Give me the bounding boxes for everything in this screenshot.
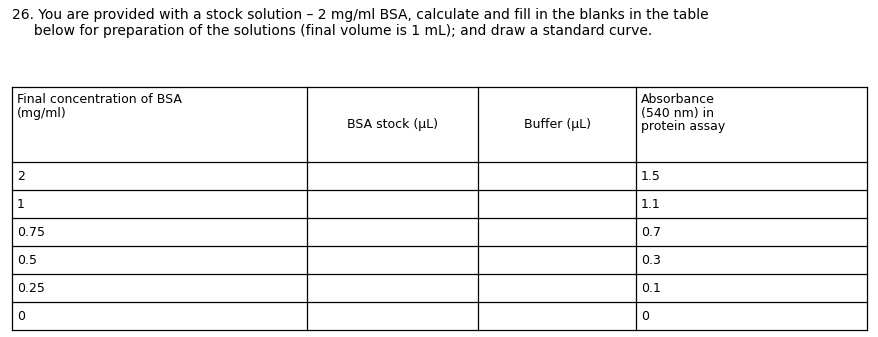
Text: 1: 1 bbox=[17, 197, 25, 211]
Text: 1.5: 1.5 bbox=[640, 170, 660, 183]
Text: 0.7: 0.7 bbox=[640, 225, 660, 239]
Text: 0: 0 bbox=[640, 309, 649, 323]
Text: 0.3: 0.3 bbox=[640, 253, 660, 267]
Text: Final concentration of BSA: Final concentration of BSA bbox=[17, 93, 182, 106]
Text: 26. You are provided with a stock solution – 2 mg/ml BSA, calculate and fill in : 26. You are provided with a stock soluti… bbox=[12, 8, 708, 22]
Text: 0.5: 0.5 bbox=[17, 253, 37, 267]
Text: 1.1: 1.1 bbox=[640, 197, 660, 211]
Text: below for preparation of the solutions (final volume is 1 mL); and draw a standa: below for preparation of the solutions (… bbox=[12, 24, 651, 37]
Text: BSA stock (μL): BSA stock (μL) bbox=[347, 118, 437, 131]
Text: 0: 0 bbox=[17, 309, 25, 323]
Text: 2: 2 bbox=[17, 170, 25, 183]
Text: Buffer (μL): Buffer (μL) bbox=[523, 118, 590, 131]
Text: 0.25: 0.25 bbox=[17, 281, 45, 295]
Text: 0.1: 0.1 bbox=[640, 281, 660, 295]
Text: (mg/ml): (mg/ml) bbox=[17, 106, 67, 120]
Text: protein assay: protein assay bbox=[640, 120, 724, 133]
Text: 0.75: 0.75 bbox=[17, 225, 45, 239]
Text: Absorbance: Absorbance bbox=[640, 93, 714, 106]
Text: (540 nm) in: (540 nm) in bbox=[640, 106, 713, 120]
